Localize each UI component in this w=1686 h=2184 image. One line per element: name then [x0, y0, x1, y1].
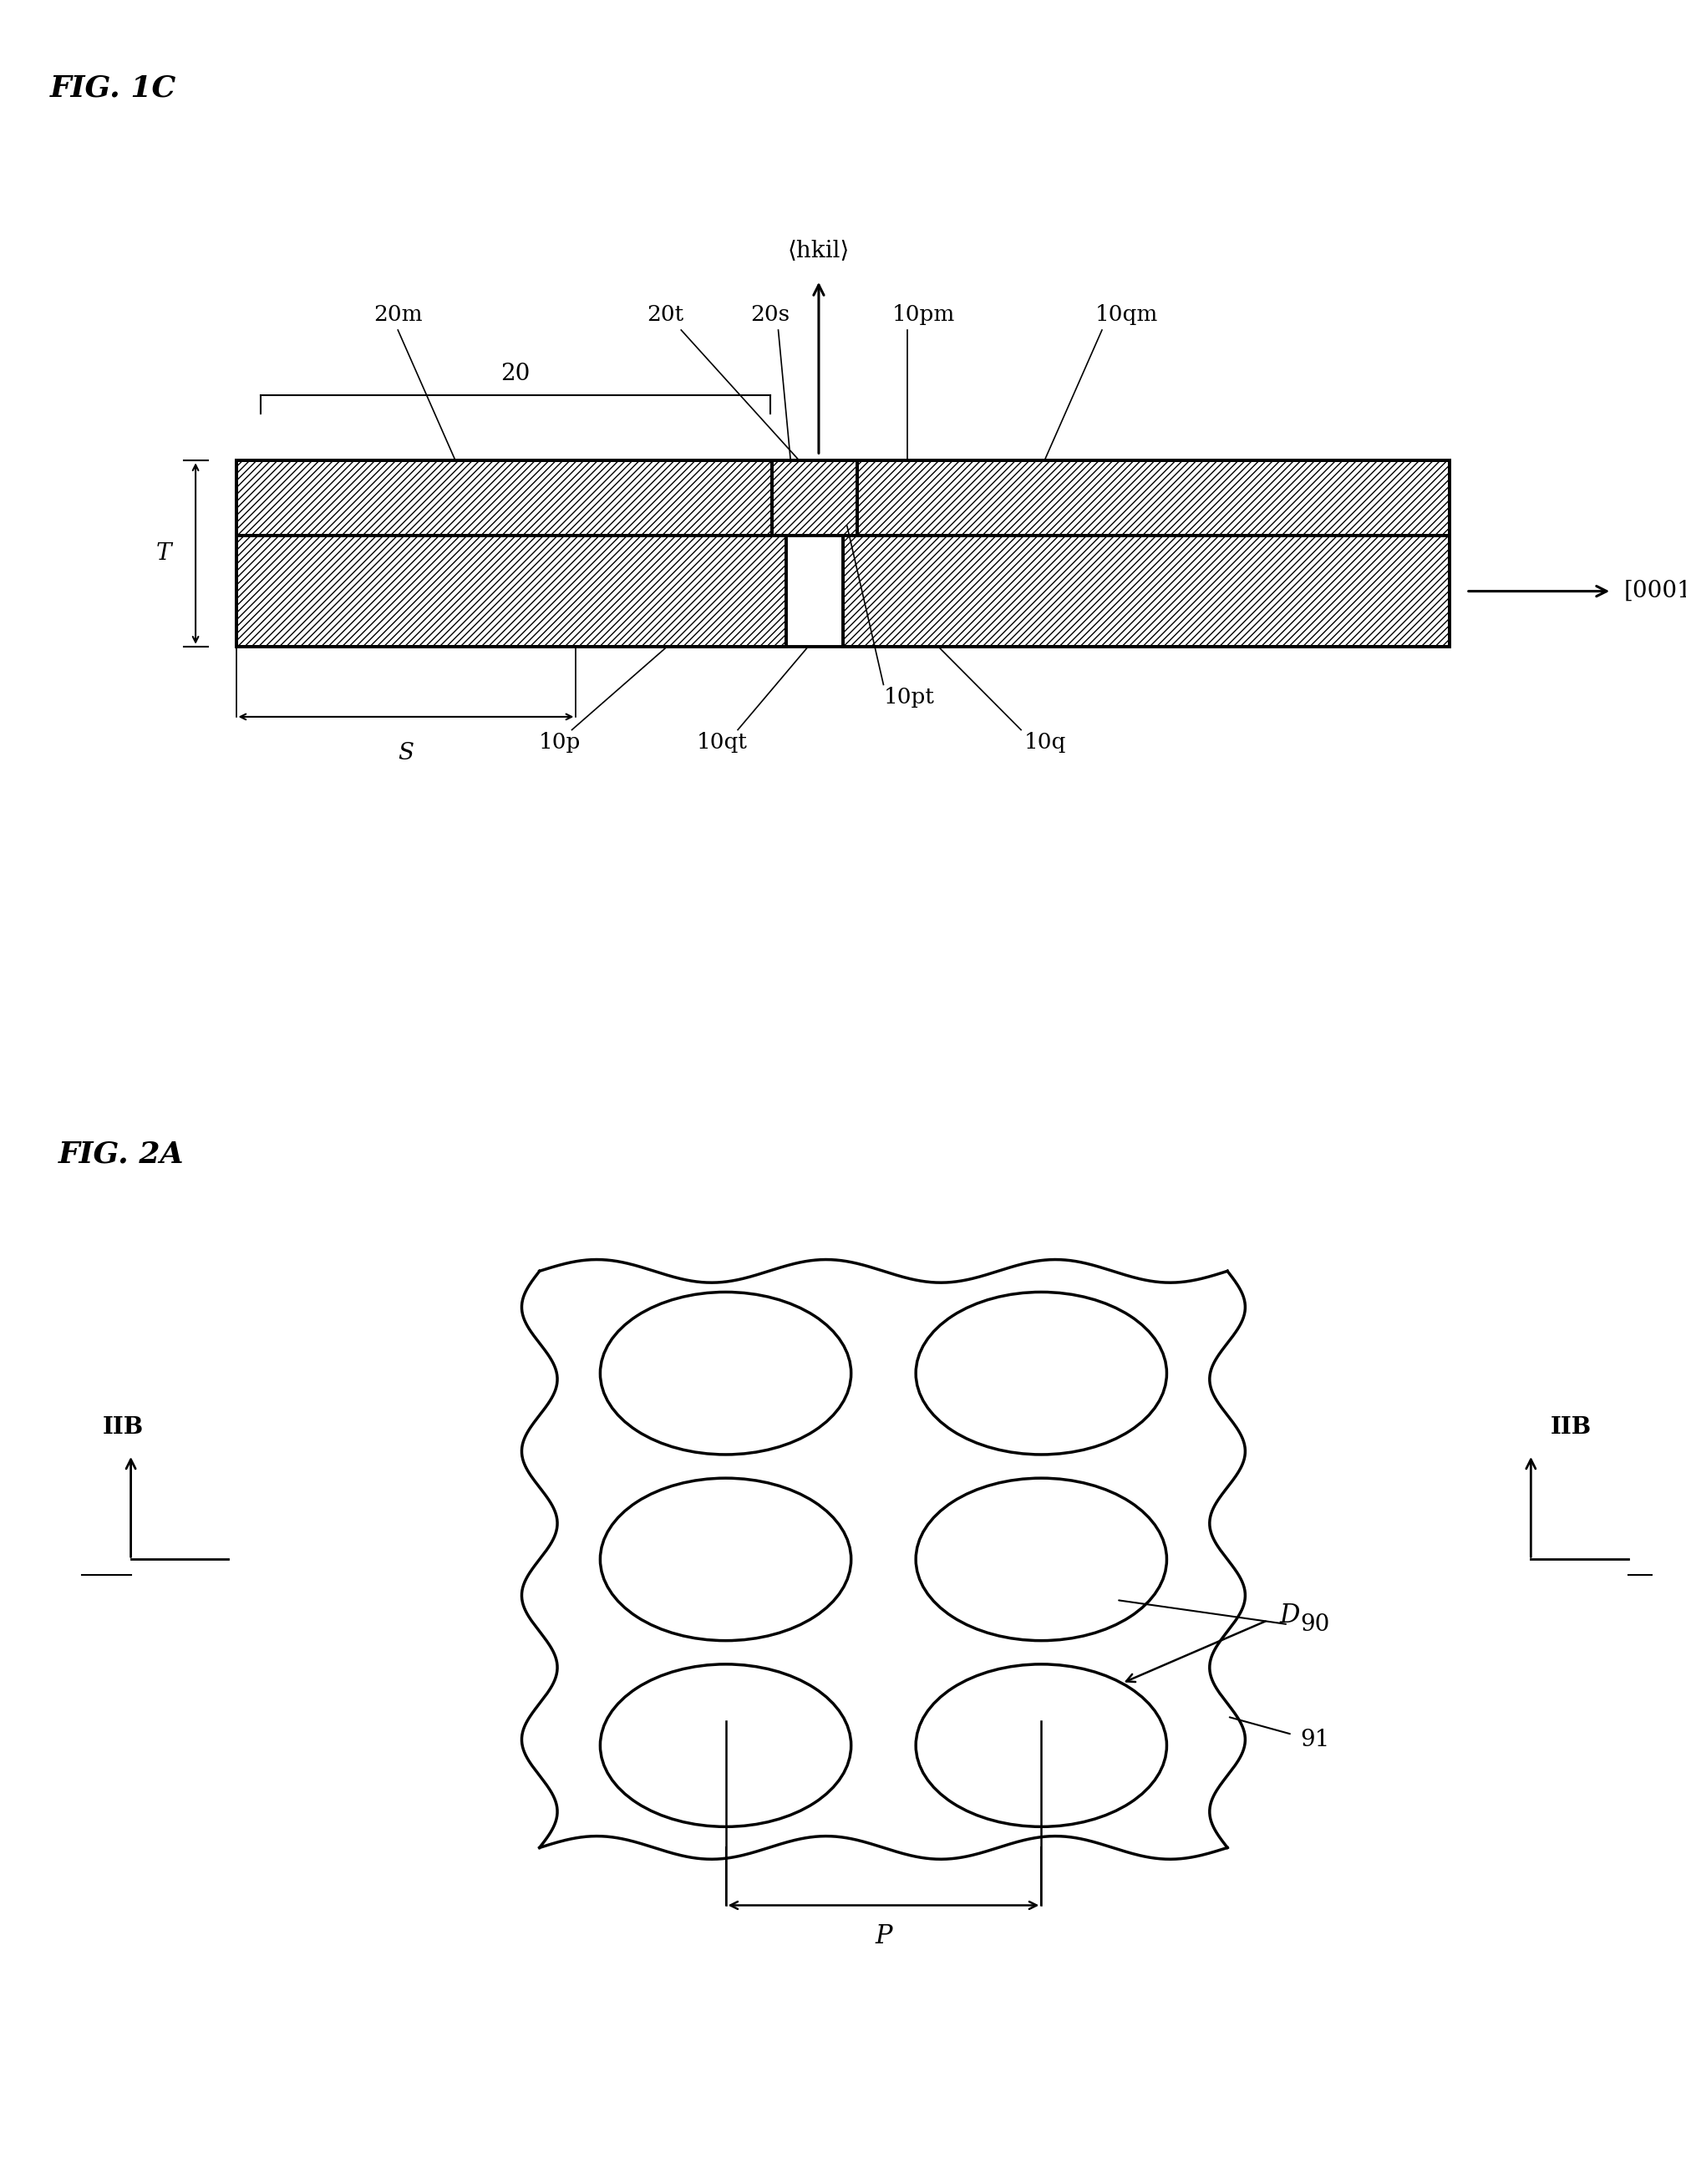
Text: FIG. 1C: FIG. 1C: [51, 74, 177, 103]
Text: 20t: 20t: [646, 304, 683, 325]
Text: P: P: [875, 1924, 892, 1950]
Text: 10p: 10p: [540, 732, 580, 753]
Circle shape: [915, 1664, 1167, 1826]
Bar: [786, 535, 843, 646]
Text: 10pt: 10pt: [883, 686, 934, 708]
Text: IIB: IIB: [103, 1415, 143, 1439]
Text: 20m: 20m: [373, 304, 423, 325]
Text: ⟨hkil⟩: ⟨hkil⟩: [787, 238, 850, 262]
Text: S: S: [398, 743, 415, 764]
Text: IIB: IIB: [1551, 1415, 1592, 1439]
Text: D: D: [1280, 1603, 1300, 1627]
Bar: [236, 461, 801, 535]
Bar: [772, 461, 858, 535]
Circle shape: [600, 1479, 851, 1640]
Circle shape: [600, 1664, 851, 1826]
Bar: [236, 535, 786, 646]
Text: 20: 20: [501, 363, 529, 384]
Text: 10qt: 10qt: [696, 732, 747, 753]
Circle shape: [915, 1479, 1167, 1640]
Text: 10q: 10q: [1025, 732, 1066, 753]
Circle shape: [915, 1293, 1167, 1455]
Text: 90: 90: [1300, 1614, 1330, 1636]
Text: 20s: 20s: [750, 304, 789, 325]
Bar: [843, 535, 1450, 646]
Text: FIG. 2A: FIG. 2A: [57, 1140, 184, 1168]
Text: [0001]: [0001]: [1624, 581, 1686, 603]
Bar: [828, 461, 1450, 535]
Text: 10qm: 10qm: [1094, 304, 1158, 325]
Text: T: T: [155, 542, 172, 566]
Text: 91: 91: [1300, 1728, 1330, 1752]
Circle shape: [600, 1293, 851, 1455]
Text: 10pm: 10pm: [892, 304, 956, 325]
